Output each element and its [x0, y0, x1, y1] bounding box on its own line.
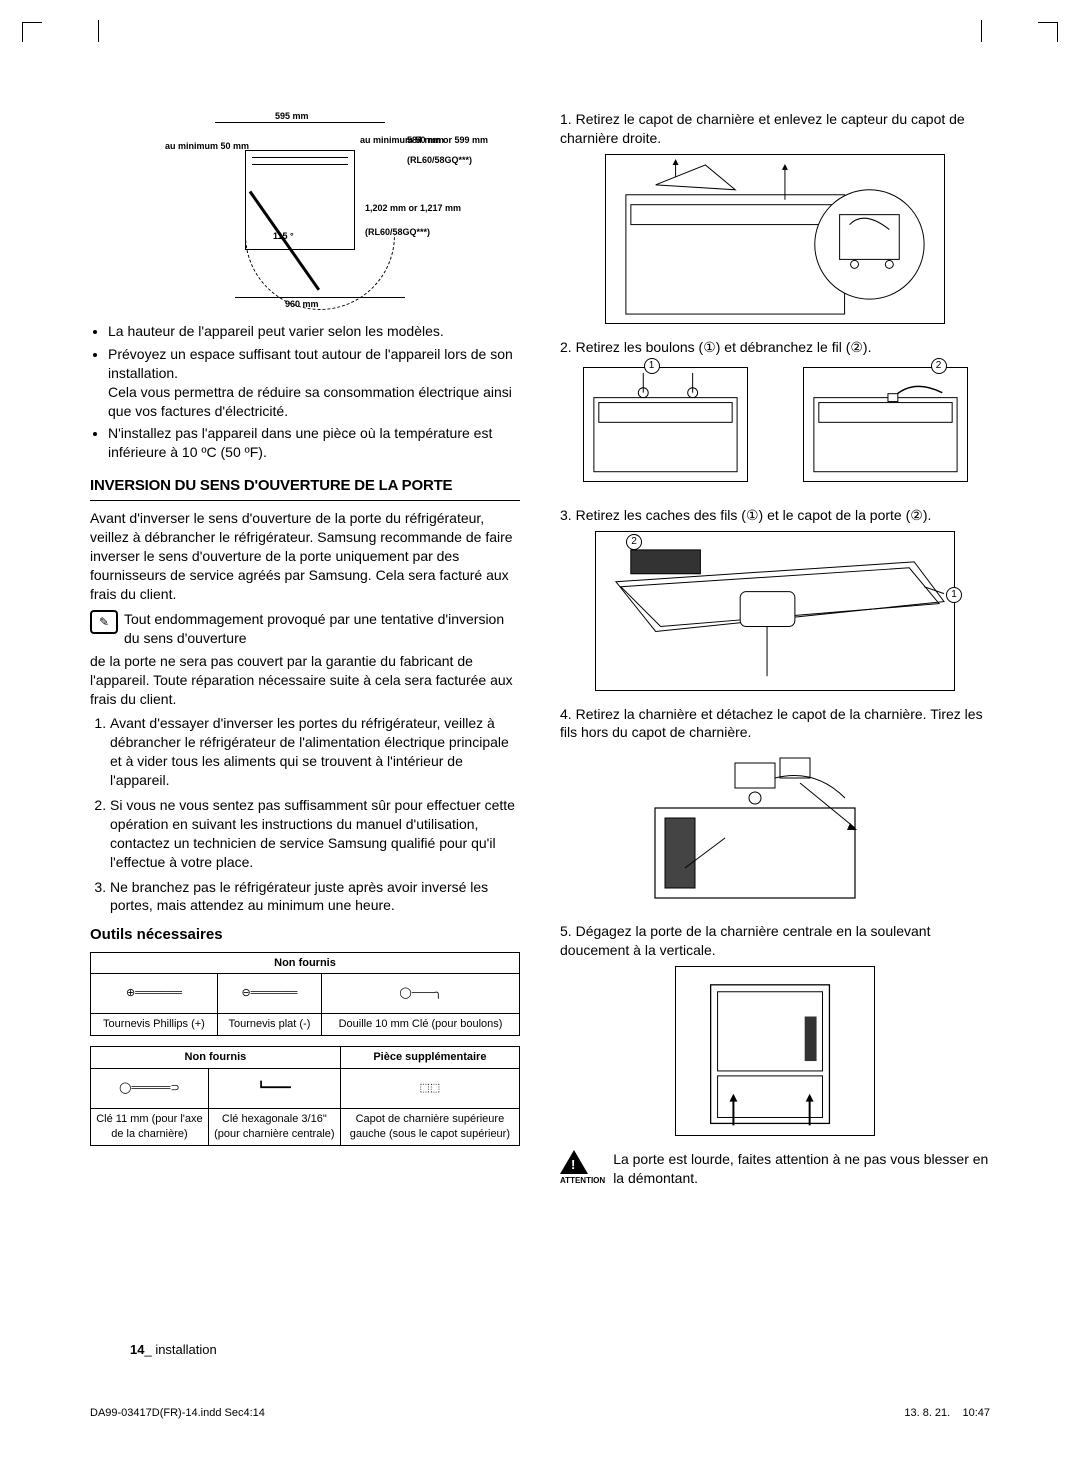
print-meta: DA99-03417D(FR)-14.indd Sec4:14 13. 8. 2…	[90, 1406, 990, 1421]
step-text: 5. Dégagez la porte de la charnière cent…	[560, 922, 990, 960]
tool-image: ◯───╮	[322, 974, 520, 1014]
note-icon: ✎	[90, 610, 118, 634]
text: Retirez les caches des fils (①) et le ca…	[576, 507, 932, 523]
crop-mark	[22, 22, 42, 23]
step-3: 3. Retirez les caches des fils (①) et le…	[560, 506, 990, 691]
tools-heading: Outils nécessaires	[90, 925, 520, 945]
dim-angle: 115 °	[273, 230, 294, 242]
tool-label: Tournevis Phillips (+)	[91, 1014, 218, 1036]
step-2: 2. Retirez les boulons (①) et débranchez…	[560, 338, 990, 496]
page-footer: 14_ installation	[130, 1341, 217, 1359]
note-box: ✎ Tout endommagement provoqué par une te…	[90, 610, 520, 648]
step-text: 3. Retirez les caches des fils (①) et le…	[560, 506, 990, 525]
callout-2: 2	[931, 358, 947, 374]
text: Retirez les boulons (①) et débranchez le…	[576, 339, 872, 355]
warning-icon	[560, 1150, 588, 1174]
list-item: Prévoyez un espace suffisant tout autour…	[108, 345, 520, 421]
table-header: Pièce supplémentaire	[340, 1047, 519, 1069]
dim-depth-b: (RL60/58GQ***)	[365, 226, 430, 238]
crop-mark	[981, 20, 982, 42]
step-text: 4. Retirez la charnière et détachez le c…	[560, 705, 990, 743]
note-rest: de la porte ne sera pas couvert par la g…	[90, 652, 520, 709]
callout-1: 1	[644, 358, 660, 374]
text: Prévoyez un espace suffisant tout autour…	[108, 346, 513, 381]
tool-label: Douille 10 mm Clé (pour boulons)	[322, 1014, 520, 1036]
step-4: 4. Retirez la charnière et détachez le c…	[560, 705, 990, 909]
note-lead: Tout endommagement provoqué par une tent…	[124, 610, 520, 648]
callout-1: 1	[946, 587, 962, 603]
dim-right-a: 584 mm or 599 mm	[407, 134, 488, 146]
tool-image: ⬚⬚	[340, 1069, 519, 1109]
text: Cela vous permettra de réduire sa consom…	[108, 384, 512, 419]
figure: 1	[583, 367, 748, 482]
table-header: Non fournis	[91, 952, 520, 974]
list-item: Si vous ne vous sentez pas suffisamment …	[110, 796, 520, 872]
warning-text: La porte est lourde, faites attention à …	[613, 1150, 990, 1188]
table-header: Non fournis	[91, 1047, 341, 1069]
dim-right-b: (RL60/58GQ***)	[407, 154, 472, 166]
page-number: 14	[130, 1342, 144, 1357]
list-item: Avant d'essayer d'inverser les portes du…	[110, 714, 520, 790]
precautions-list: Avant d'essayer d'inverser les portes du…	[90, 714, 520, 915]
figure: 2 1	[595, 531, 955, 691]
right-column: 1. Retirez le capot de charnière et enle…	[560, 110, 990, 1188]
figure	[625, 748, 925, 908]
crop-mark	[22, 22, 23, 42]
print-date: 13. 8. 21.	[904, 1407, 950, 1419]
left-column: 595 mm au minimum 50 mm au minimum 50 mm…	[90, 110, 520, 1188]
crop-mark	[1038, 22, 1058, 23]
step-text: 1. Retirez le capot de charnière et enle…	[560, 110, 990, 148]
step-1: 1. Retirez le capot de charnière et enle…	[560, 110, 990, 324]
tool-label: Capot de charnière supérieure gauche (so…	[340, 1109, 519, 1146]
list-item: Ne branchez pas le réfrigérateur juste a…	[110, 878, 520, 916]
tools-table-1: Non fournis ⊕══════ ⊖══════ ◯───╮ Tourne…	[90, 952, 520, 1037]
figure: 2	[803, 367, 968, 482]
tool-image: ┗━━━━	[208, 1069, 340, 1109]
step-text: 2. Retirez les boulons (①) et débranchez…	[560, 338, 990, 357]
list-item: La hauteur de l'appareil peut varier sel…	[108, 322, 520, 341]
text: Retirez la charnière et détachez le capo…	[560, 706, 983, 741]
tool-image: ⊖══════	[217, 974, 321, 1014]
crop-mark	[98, 20, 99, 42]
install-notes-list: La hauteur de l'appareil peut varier sel…	[90, 322, 520, 462]
print-time: 10:47	[962, 1407, 990, 1419]
tool-label: Tournevis plat (-)	[217, 1014, 321, 1036]
text: Dégagez la porte de la charnière central…	[560, 923, 930, 958]
figure	[605, 154, 945, 324]
warning-label: ATTENTION	[560, 1176, 605, 1187]
list-item: N'installez pas l'appareil dans une pièc…	[108, 424, 520, 462]
figure	[675, 966, 875, 1136]
dim-depth-a: 1,202 mm or 1,217 mm	[365, 202, 461, 214]
intro-paragraph: Avant d'inverser le sens d'ouverture de …	[90, 509, 520, 603]
tool-image: ◯═════⊃	[91, 1069, 209, 1109]
tool-image: ⊕══════	[91, 974, 218, 1014]
crop-mark	[1057, 22, 1058, 42]
dim-left: au minimum 50 mm	[165, 140, 220, 152]
text: Retirez le capot de charnière et enlevez…	[560, 111, 965, 146]
clearance-diagram: 595 mm au minimum 50 mm au minimum 50 mm…	[155, 110, 455, 310]
tools-table-2: Non fournis Pièce supplémentaire ◯═════⊃…	[90, 1046, 520, 1146]
page-columns: 595 mm au minimum 50 mm au minimum 50 mm…	[90, 110, 990, 1188]
dim-top: 595 mm	[275, 110, 309, 122]
figure-svg	[606, 155, 944, 324]
print-file: DA99-03417D(FR)-14.indd Sec4:14	[90, 1406, 265, 1421]
page-section: installation	[155, 1342, 216, 1357]
tool-label: Clé 11 mm (pour l'axe de la charnière)	[91, 1109, 209, 1146]
callout-2: 2	[626, 534, 642, 550]
step-5: 5. Dégagez la porte de la charnière cent…	[560, 922, 990, 1136]
warning-row: ATTENTION La porte est lourde, faites at…	[560, 1150, 990, 1188]
tool-label: Clé hexagonale 3/16" (pour charnière cen…	[208, 1109, 340, 1146]
section-heading: INVERSION DU SENS D'OUVERTURE DE LA PORT…	[90, 476, 520, 501]
warning-icon-block: ATTENTION	[560, 1150, 605, 1187]
dim-bottom: 960 mm	[285, 298, 319, 310]
